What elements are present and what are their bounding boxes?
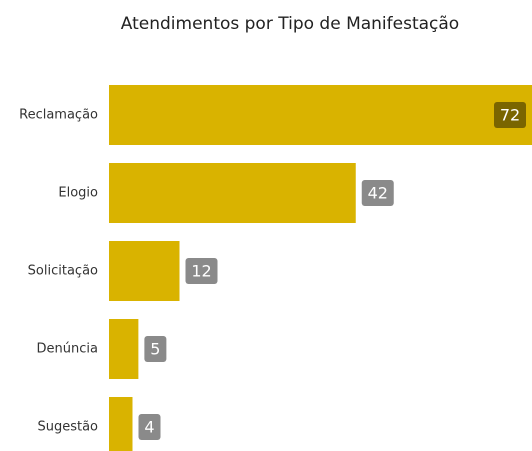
category-label: Denúncia (37, 342, 98, 357)
value-label-box (494, 102, 526, 128)
value-label: 4 (144, 418, 154, 437)
value-label: 72 (500, 106, 520, 125)
value-label: 5 (150, 340, 160, 359)
value-label: 42 (368, 184, 388, 203)
value-label-box (144, 336, 167, 362)
value-label-box (138, 414, 161, 440)
category-label: Solicitação (28, 264, 98, 279)
category-label: Elogio (58, 186, 98, 201)
bar (109, 85, 532, 145)
bar (109, 241, 180, 301)
value-label-box (361, 180, 394, 206)
bar (109, 163, 356, 223)
value-label: 12 (191, 262, 211, 281)
bar (109, 397, 133, 451)
category-label: Reclamação (19, 108, 98, 123)
bar (109, 319, 139, 379)
chart-title: Atendimentos por Tipo de Manifestação (121, 14, 459, 34)
category-label: Sugestão (37, 420, 98, 435)
value-label-box (185, 258, 218, 284)
